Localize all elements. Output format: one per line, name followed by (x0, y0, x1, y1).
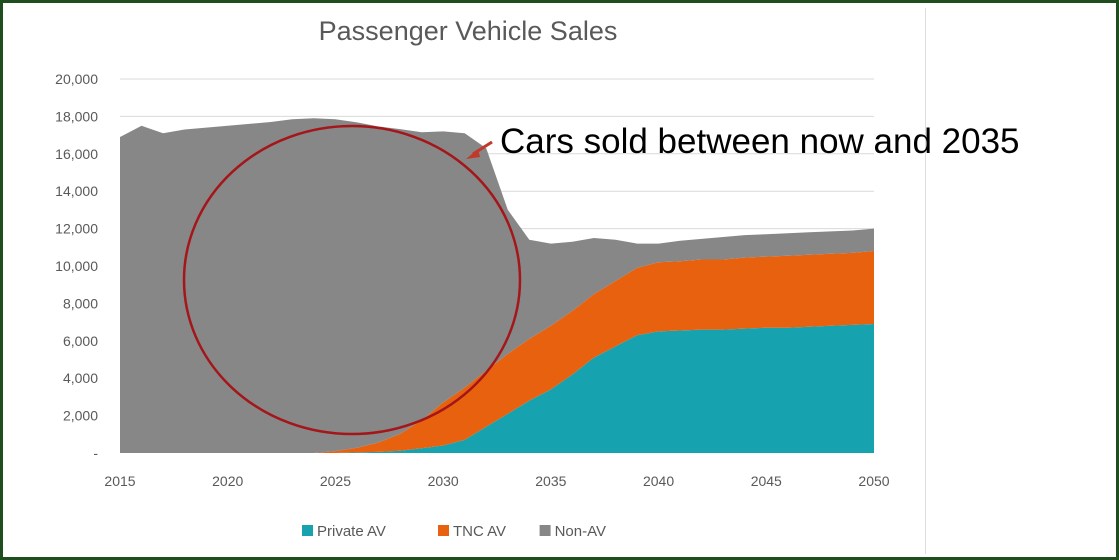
annotation-text: Cars sold between now and 2035 (500, 122, 1020, 161)
legend: Private AV TNC AV Non-AV (302, 523, 606, 540)
x-tick-label: 2040 (643, 473, 674, 489)
area-series (120, 118, 874, 454)
legend-label: TNC AV (453, 523, 506, 540)
y-axis-ticks: - 2,000 4,000 6,000 8,000 10,000 12,000 14,000 1… (55, 71, 98, 461)
annotation-arrow (466, 140, 493, 159)
chart-title: Passenger Vehicle Sales (319, 16, 618, 46)
y-tick-label: 12,000 (55, 221, 98, 237)
x-tick-label: 2050 (858, 473, 889, 489)
area-private-av (120, 324, 874, 453)
legend-swatch (438, 525, 449, 536)
y-tick-label: 16,000 (55, 146, 98, 162)
x-tick-label: 2015 (104, 473, 135, 489)
x-axis-ticks: 2015 2020 2025 2030 2035 2040 2045 2050 (104, 473, 889, 489)
x-tick-label: 2020 (212, 473, 243, 489)
x-tick-label: 2030 (428, 473, 459, 489)
y-tick-label: 14,000 (55, 183, 98, 199)
legend-label: Private AV (317, 523, 386, 540)
area-non-av (120, 118, 874, 454)
y-tick-label: - (93, 445, 98, 461)
x-tick-label: 2025 (320, 473, 351, 489)
y-tick-label: 6,000 (63, 333, 98, 349)
y-tick-label: 4,000 (63, 370, 98, 386)
y-tick-label: 20,000 (55, 71, 98, 87)
y-tick-label: 18,000 (55, 108, 98, 124)
legend-swatch (539, 525, 551, 536)
y-tick-label: 8,000 (63, 295, 98, 311)
y-tick-label: 10,000 (55, 258, 98, 274)
x-tick-label: 2045 (751, 473, 782, 489)
highlight-circle (182, 124, 522, 436)
legend-swatch (302, 525, 313, 536)
area-tnc-av (120, 251, 874, 453)
panel-divider (925, 8, 926, 554)
y-tick-label: 2,000 (63, 408, 98, 424)
legend-label: Non-AV (555, 523, 606, 540)
x-tick-label: 2035 (535, 473, 566, 489)
